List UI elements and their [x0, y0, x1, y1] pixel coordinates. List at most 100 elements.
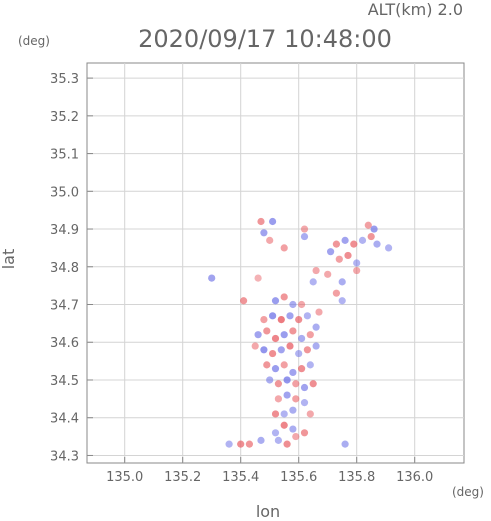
- data-point: [263, 361, 271, 369]
- data-point: [364, 221, 372, 229]
- data-point: [344, 251, 352, 260]
- y-tick-label: 34.3: [50, 449, 79, 464]
- x-tick-label: 135.0: [106, 470, 143, 485]
- x-tick-label: 135.2: [164, 470, 201, 485]
- data-point: [335, 255, 343, 263]
- data-point: [300, 232, 309, 241]
- data-point: [280, 361, 288, 369]
- data-point: [358, 236, 367, 244]
- data-point: [274, 395, 282, 403]
- data-point: [292, 432, 300, 441]
- y-tick-label: 35.0: [50, 185, 79, 200]
- data-point: [324, 270, 332, 278]
- data-point: [341, 236, 349, 244]
- data-point: [245, 440, 253, 448]
- y-axis-label: lat: [0, 249, 18, 270]
- y-tick-label: 34.8: [50, 261, 79, 276]
- data-point: [266, 376, 274, 384]
- y-tick-label: 35.1: [50, 148, 79, 163]
- data-point: [303, 346, 311, 354]
- data-point: [271, 410, 280, 418]
- data-point: [257, 436, 265, 444]
- data-point: [338, 278, 346, 286]
- data-point: [295, 316, 303, 324]
- data-point: [309, 380, 317, 388]
- y-unit-label: (deg): [18, 34, 50, 48]
- data-point: [289, 300, 297, 309]
- data-point: [306, 410, 314, 418]
- data-point: [292, 395, 300, 403]
- data-point: [298, 300, 306, 309]
- x-tick-label: 135.8: [338, 470, 375, 485]
- data-point: [367, 232, 375, 241]
- data-point: [269, 349, 277, 358]
- y-tick-label: 34.7: [50, 299, 79, 314]
- data-point: [277, 316, 285, 324]
- data-point: [271, 429, 280, 437]
- data-point: [266, 236, 274, 244]
- data-point: [286, 342, 294, 350]
- data-layer: [208, 217, 393, 448]
- data-point: [260, 229, 268, 237]
- data-point: [208, 274, 216, 282]
- data-point: [300, 429, 309, 437]
- data-point: [353, 259, 361, 267]
- data-point: [280, 293, 288, 301]
- data-point: [263, 327, 271, 335]
- data-point: [350, 240, 358, 248]
- data-point: [269, 312, 277, 320]
- x-axis-label: lon: [256, 502, 280, 521]
- data-point: [283, 376, 291, 384]
- data-point: [269, 217, 277, 226]
- y-tick-label: 34.4: [50, 412, 79, 427]
- data-point: [309, 278, 317, 286]
- data-point: [254, 331, 262, 339]
- data-point: [353, 266, 361, 275]
- data-point: [370, 225, 378, 233]
- data-point: [341, 440, 349, 448]
- data-point: [283, 391, 291, 399]
- x-tick-label: 136.0: [396, 470, 433, 485]
- data-point: [298, 365, 306, 373]
- data-point: [225, 440, 233, 448]
- data-point: [306, 361, 314, 369]
- data-point: [280, 421, 288, 429]
- data-point: [338, 297, 346, 305]
- x-tick-label: 135.4: [222, 470, 259, 485]
- data-point: [274, 436, 282, 444]
- data-point: [271, 334, 280, 343]
- data-point: [271, 365, 280, 373]
- x-tick-label: 135.6: [280, 470, 317, 485]
- data-point: [300, 399, 309, 407]
- grid-layer: [87, 63, 464, 463]
- data-point: [327, 248, 335, 256]
- data-point: [295, 349, 303, 358]
- data-point: [257, 217, 265, 226]
- data-point: [280, 331, 288, 339]
- data-point: [385, 244, 393, 252]
- data-point: [271, 297, 280, 305]
- data-point: [315, 308, 323, 316]
- data-point: [286, 312, 294, 320]
- data-point: [280, 410, 288, 418]
- data-point: [280, 244, 288, 252]
- data-point: [303, 312, 311, 320]
- y-tick-label: 34.9: [50, 223, 79, 238]
- data-point: [300, 225, 309, 233]
- data-point: [260, 346, 268, 354]
- y-tick-label: 35.3: [50, 72, 79, 87]
- chart-title: 2020/09/17 10:48:00: [138, 25, 392, 53]
- data-point: [283, 440, 291, 448]
- y-tick-label: 34.6: [50, 336, 79, 351]
- data-point: [292, 380, 300, 388]
- data-point: [289, 368, 297, 377]
- data-point: [254, 274, 262, 282]
- data-point: [289, 425, 297, 433]
- y-tick-label: 34.5: [50, 374, 79, 389]
- data-point: [251, 342, 259, 350]
- data-point: [300, 383, 309, 392]
- data-point: [306, 331, 314, 339]
- data-point: [312, 266, 320, 275]
- data-point: [289, 406, 297, 414]
